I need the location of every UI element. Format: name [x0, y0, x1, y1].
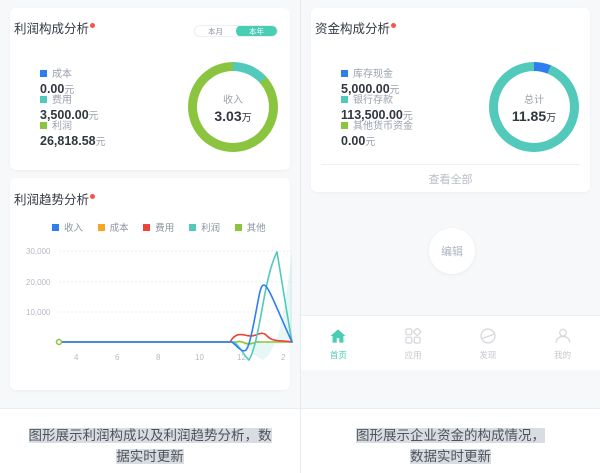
- svg-text:8: 8: [156, 353, 161, 362]
- svg-text:30,000: 30,000: [26, 247, 51, 256]
- svg-text:20,000: 20,000: [26, 278, 51, 287]
- svg-text:10,000: 10,000: [26, 308, 51, 317]
- svg-text:10: 10: [195, 353, 204, 362]
- svg-text:6: 6: [115, 353, 120, 362]
- svg-text:4: 4: [74, 353, 79, 362]
- svg-text:2: 2: [281, 353, 286, 362]
